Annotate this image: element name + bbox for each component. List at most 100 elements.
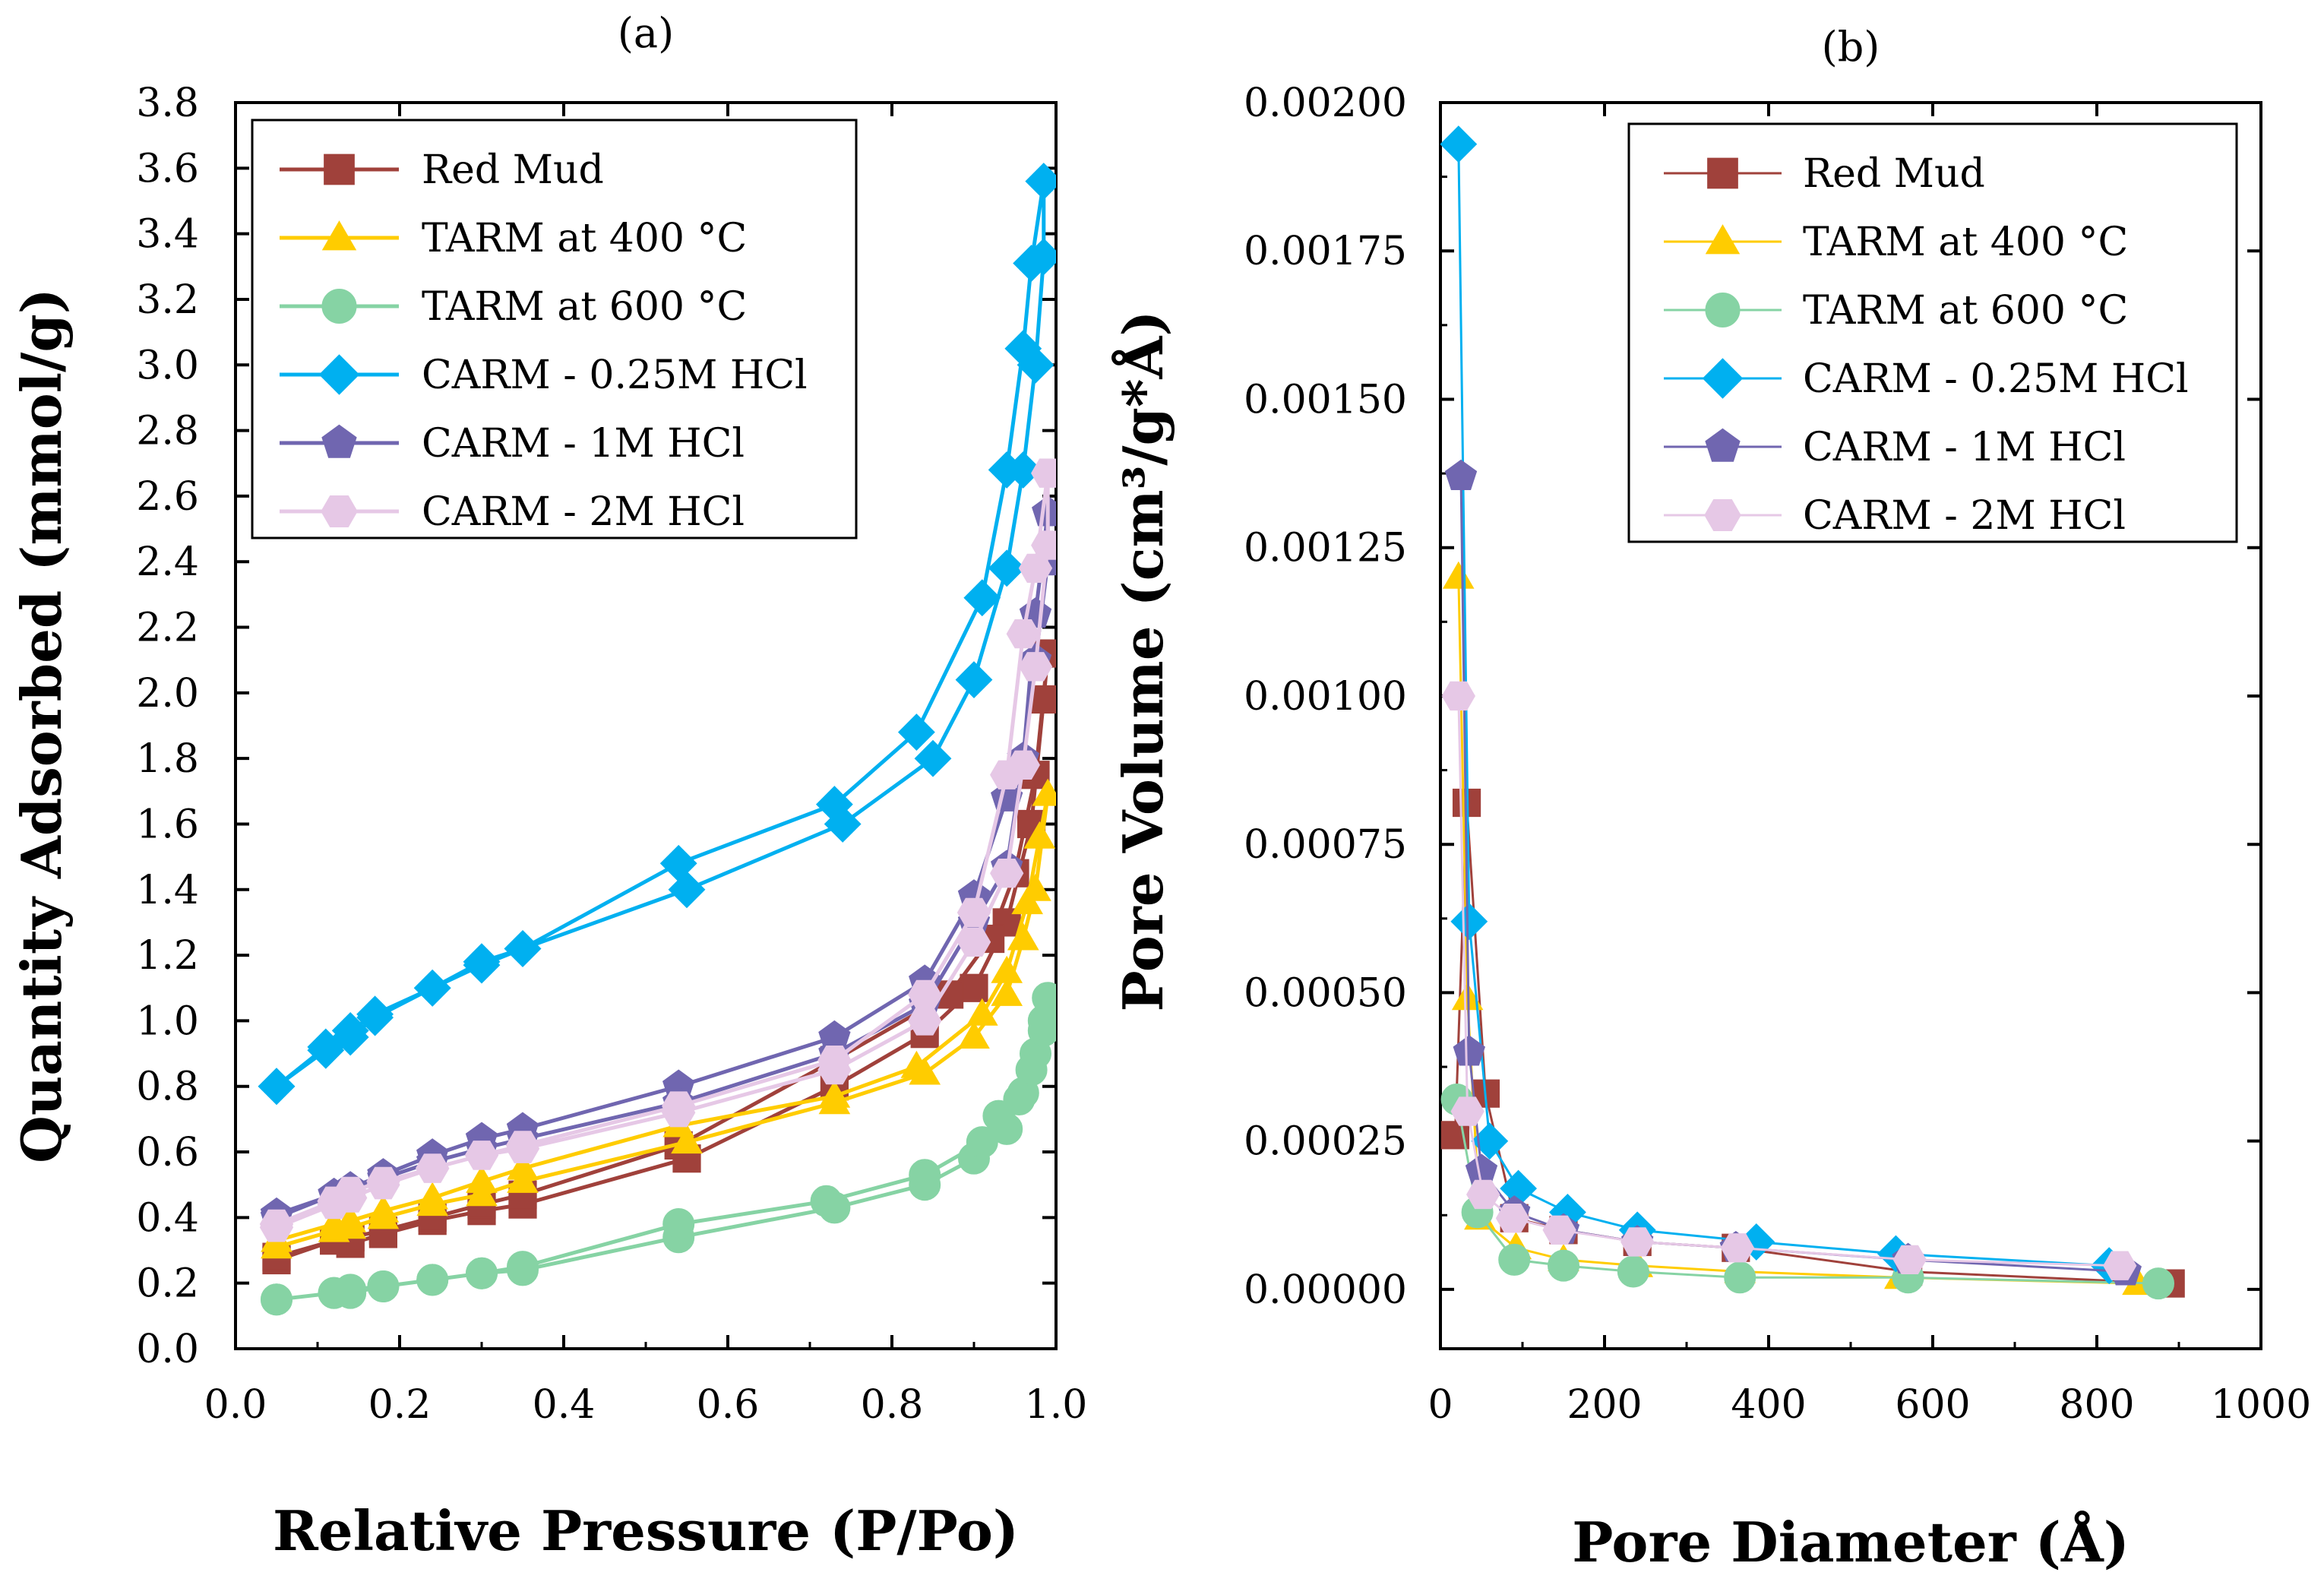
panel-b-label: (b) — [1822, 23, 1880, 71]
legend-marker — [1705, 428, 1741, 462]
series-line — [1459, 476, 2126, 1273]
data-point — [1031, 530, 1056, 560]
y-tick-label-a: 2.6 — [136, 474, 199, 520]
data-point — [1018, 652, 1053, 682]
x-tick-label-b: 400 — [1731, 1382, 1806, 1428]
y-tick-label-a: 3.6 — [136, 146, 199, 191]
x-tick-label-b: 600 — [1895, 1382, 1970, 1428]
data-point — [261, 1283, 292, 1316]
data-point — [1548, 1249, 1579, 1282]
legend-entry: TARM at 400 °C — [422, 216, 747, 261]
data-point — [909, 1159, 941, 1191]
data-point — [505, 1134, 540, 1163]
data-point — [988, 549, 1026, 587]
data-point — [1004, 330, 1042, 368]
series-line — [1457, 577, 2139, 1285]
data-point — [810, 1185, 843, 1217]
x-tick-label-b: 200 — [1567, 1382, 1642, 1428]
legend-entry: Red Mud — [422, 147, 604, 193]
data-point — [1450, 903, 1488, 941]
legend-marker — [1705, 293, 1741, 327]
series-a-5 — [259, 458, 1056, 1242]
data-point — [966, 998, 998, 1026]
data-point — [367, 1194, 400, 1223]
legend-entry: CARM - 1M HCl — [1803, 425, 2126, 470]
y-tick-label-a: 1.4 — [136, 868, 199, 913]
y-tick-label-a: 2.4 — [136, 539, 199, 585]
legend-entry: TARM at 600 °C — [1803, 288, 2128, 334]
data-point — [1724, 1261, 1756, 1294]
legend-marker — [321, 220, 357, 251]
legend-entry: Red Mud — [1803, 151, 1985, 197]
data-point — [1498, 1243, 1531, 1276]
data-point — [416, 1182, 449, 1210]
data-point — [318, 1208, 350, 1236]
x-tick-label-a: 0.6 — [697, 1382, 760, 1428]
x-tick-label-a: 0.4 — [533, 1382, 596, 1428]
data-point — [1441, 681, 1475, 711]
y-tick-label-b: 0.00150 — [1244, 377, 1407, 422]
chart-panel-b: (b) 0 200 400 600 800 1000 0.00000 0.00025 0.000… — [1111, 23, 2311, 1574]
legend-box — [1627, 122, 2238, 543]
data-point — [908, 1006, 942, 1036]
data-point — [1440, 125, 1478, 163]
y-tick-label-a: 0.4 — [136, 1195, 199, 1241]
data-point — [507, 1251, 539, 1283]
x-tick-label-b: 800 — [2059, 1382, 2134, 1428]
y-tick-label-b: 0.00050 — [1244, 970, 1407, 1016]
series-b-4 — [1444, 459, 2142, 1286]
panel-a-label: (a) — [618, 9, 674, 57]
data-point — [331, 1011, 369, 1049]
legend-marker — [318, 354, 360, 395]
data-point — [258, 1068, 296, 1106]
series-a-2 — [261, 982, 1056, 1316]
y-tick-label-b: 0.00075 — [1244, 822, 1407, 868]
y-tick-label-a: 3.4 — [136, 212, 199, 258]
chart-panel-a: (a) 0.0 0.2 0.4 0.6 0.8 1.0 0.0 0.2 0.4 0.6 0.8 1.0… — [9, 9, 1087, 1563]
data-point — [466, 1165, 498, 1193]
data-point — [416, 1153, 450, 1183]
y-tick-label-a: 2.2 — [136, 606, 199, 651]
data-point — [466, 1257, 498, 1289]
data-point — [966, 1126, 998, 1159]
y-tick-label-a: 0.6 — [136, 1130, 199, 1175]
data-point — [1465, 1153, 1498, 1185]
data-point — [815, 786, 853, 824]
series-line — [276, 471, 1050, 1229]
legend-entry: CARM - 0.25M HCl — [422, 353, 808, 398]
legend-marker — [1704, 499, 1741, 531]
x-tick-label-a: 0.8 — [861, 1382, 924, 1428]
data-point — [1617, 1255, 1649, 1288]
data-point — [464, 1141, 499, 1170]
data-point — [671, 1126, 703, 1154]
data-point — [1015, 1054, 1048, 1087]
data-point — [259, 1209, 294, 1239]
data-point — [897, 713, 935, 751]
data-point — [991, 955, 1023, 983]
data-point — [982, 1099, 1015, 1132]
data-point — [1013, 245, 1051, 282]
x-tick-label-b: 0 — [1428, 1382, 1453, 1428]
data-point — [507, 1152, 539, 1180]
legend-b: Red Mud TARM at 400 °C TARM at 600 °C CARM … — [1627, 122, 2238, 543]
y-tick-label-a: 2.0 — [136, 671, 199, 717]
data-point — [908, 979, 942, 1010]
data-point — [307, 1028, 345, 1066]
legend-entry: TARM at 600 °C — [422, 284, 747, 330]
series-b-1 — [1442, 561, 2154, 1296]
y-tick-label-a: 0.8 — [136, 1065, 199, 1110]
data-point — [914, 739, 952, 777]
y-tick-label-a: 0.2 — [136, 1261, 199, 1307]
y-tick-label-a: 3.0 — [136, 343, 199, 388]
data-point — [1450, 1096, 1485, 1126]
data-point — [463, 943, 501, 981]
data-point — [1620, 1227, 1655, 1257]
legend-marker — [1705, 224, 1741, 255]
legend-marker — [321, 289, 357, 324]
y-tick-label-b: 0.00000 — [1244, 1267, 1407, 1313]
y-axis-title-b: Pore Volume (cm³/g*Å) — [1111, 311, 1175, 1012]
legend-entry: CARM - 2M HCl — [422, 489, 745, 535]
data-point — [1006, 619, 1040, 649]
legend-entry: CARM - 0.25M HCl — [1803, 356, 2189, 402]
legend-a: Red Mud TARM at 400 °C TARM at 600 °C CARM … — [251, 119, 858, 539]
